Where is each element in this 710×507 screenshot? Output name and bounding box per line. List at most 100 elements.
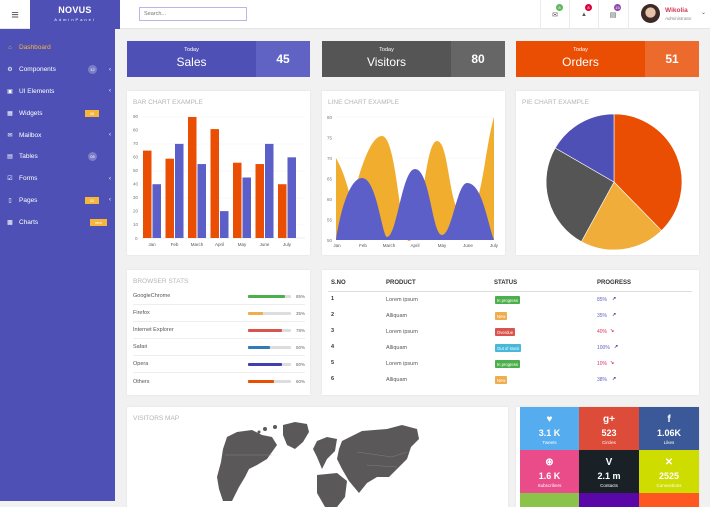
browser-pct: 50% [295, 344, 305, 350]
browser-stat-row: Others 60% [133, 373, 305, 390]
sidebar-item-label: Forms [19, 175, 38, 183]
user-name: Wikolia [665, 7, 688, 14]
stat-period: Today [184, 47, 199, 53]
count-badge: 08 [85, 109, 99, 117]
social-tile[interactable] [520, 493, 579, 507]
user-profile-menu[interactable]: Wikolia Administrator ⌄ [628, 0, 710, 29]
social-label: Connections [656, 483, 682, 488]
trend-up-icon: ↗ [612, 312, 617, 318]
svg-text:Feb: Feb [171, 242, 179, 247]
progress-bar [248, 345, 291, 349]
svg-text:Feb: Feb [359, 243, 367, 248]
svg-text:10: 10 [133, 222, 139, 227]
orders-stat-card: Today Orders 51 [516, 41, 699, 77]
world-map[interactable] [127, 407, 508, 507]
brand-logo[interactable]: NOVUS AdminPanel [30, 0, 120, 29]
browser-pct: 60% [295, 379, 305, 384]
row-progress: 40% [597, 329, 608, 335]
notifications-button[interactable]: ▲ 8 [569, 0, 598, 29]
svg-text:75: 75 [327, 136, 333, 141]
grid-icon: ▦ [7, 110, 13, 117]
sidebar-item-widgets[interactable]: ▦ Widgets 08 [0, 102, 115, 124]
notification-icons: ✉ 8 ▲ 8 ▤ 15 [540, 0, 627, 29]
sidebar-item-ui-elements[interactable]: ▣ UI Elements ‹ [0, 81, 115, 103]
social-value: 3.1 K [538, 428, 561, 438]
sidebar-item-forms[interactable]: ☑ Forms ‹ [0, 168, 115, 190]
browser-stat-row: GoogleChrome 85% [133, 288, 305, 305]
sidebar-item-tables[interactable]: ▤ Tables 05 [0, 146, 115, 168]
sidebar-item-pages[interactable]: ▯ Pages 02 ‹ [0, 190, 115, 212]
svg-text:April: April [410, 243, 419, 248]
svg-text:Jan: Jan [333, 243, 341, 248]
trend-up-icon: ↗ [614, 344, 619, 350]
status-badge: New [495, 312, 508, 320]
bar [255, 164, 264, 238]
row-sno: 2 [331, 312, 335, 318]
social-label: Tweets [542, 440, 557, 445]
chevron-left-icon: ‹ [109, 175, 111, 182]
bar [175, 143, 184, 238]
svg-text:June: June [260, 242, 270, 247]
svg-text:Jan: Jan [148, 242, 156, 247]
sidebar-item-label: Pages [19, 196, 38, 204]
chevron-down-icon[interactable]: ⌄ [701, 10, 707, 16]
stat-value: 51 [645, 41, 699, 77]
twitter-tile[interactable]: ♥ 3.1 K Tweets [520, 407, 579, 450]
row-sno: 6 [331, 376, 335, 382]
tasks-button[interactable]: ▤ 15 [598, 0, 627, 29]
card-title: BAR CHART EXAMPLE [133, 99, 203, 106]
sidebar-item-mailbox[interactable]: ✉ Mailbox ‹ [0, 124, 115, 146]
xing-tile[interactable]: ✕ 2525 Connections [639, 450, 699, 493]
browser-stat-row: Firefox 35% [133, 305, 305, 322]
row-product: Lorem ipsum [386, 297, 418, 303]
sidebar-item-dashboard[interactable]: ⌂ Dashboard [0, 37, 115, 59]
row-sno: 1 [331, 296, 335, 302]
status-badge: Overdue [495, 328, 516, 336]
facebook-tile[interactable]: f 1.06K Likes [639, 407, 699, 450]
vimeo-icon: V [605, 457, 613, 468]
column-header-progress: PROGRESS [597, 280, 632, 286]
avatar [641, 4, 660, 23]
column-header-sno: S.NO [331, 280, 346, 286]
search-input[interactable] [139, 7, 247, 21]
sidebar-item-label: Dashboard [19, 44, 51, 52]
notification-count-badge: 8 [585, 4, 592, 11]
chevron-left-icon: ‹ [109, 66, 111, 73]
browser-pct: 78% [295, 327, 305, 333]
line-chart: 80 75 70 65 60 55 50 Jan Feb March April May June Ju… [327, 115, 499, 248]
svg-text:March: March [191, 242, 204, 247]
bar [233, 162, 242, 238]
row-product: Alliquam [386, 313, 408, 319]
social-label: Contacts [600, 483, 618, 488]
social-value: 523 [601, 428, 617, 438]
browser-stat-row: Internet Explorer 78% [133, 322, 305, 339]
svg-text:50: 50 [133, 168, 139, 173]
social-stats-card: ♥ 3.1 K Tweets g+ 523 Circles f 1.06K Li… [516, 407, 699, 507]
trend-up-icon: ↗ [612, 296, 617, 302]
social-tile[interactable] [579, 493, 639, 507]
bar-chart: 90 80 70 60 50 40 30 20 10 0 Jan Feb March April May… [133, 114, 305, 247]
card-title: LINE CHART EXAMPLE [328, 99, 399, 106]
status-badge: In progress [495, 360, 520, 368]
mail-button[interactable]: ✉ 8 [540, 0, 569, 29]
bar [188, 117, 197, 238]
brand-title: NOVUS [58, 5, 92, 15]
progress-bar [248, 380, 291, 383]
chart-icon: ▩ [7, 219, 13, 226]
social-label: Circles [602, 440, 616, 445]
social-tile[interactable] [639, 493, 699, 507]
chevron-left-icon: ‹ [109, 132, 111, 139]
google-plus-tile[interactable]: g+ 523 Circles [579, 407, 639, 450]
column-header-product: PRODUCT [386, 280, 416, 286]
stat-label: Orders [562, 55, 599, 69]
stat-value: 80 [451, 41, 505, 77]
vimeo-tile[interactable]: V 2.1 m Contacts [579, 450, 639, 493]
row-product: Lorem ipsum [386, 361, 418, 367]
menu-toggle-icon[interactable]: ≡ [11, 7, 19, 22]
row-sno: 3 [331, 328, 335, 334]
sidebar-item-components[interactable]: ⚙ Components 12 ‹ [0, 59, 115, 81]
sidebar-item-charts[interactable]: ▩ Charts new [0, 211, 115, 233]
svg-text:55: 55 [327, 218, 333, 223]
laptop-icon: ▣ [7, 88, 13, 95]
dribbble-tile[interactable]: ⊛ 1.6 K Subscribers [520, 450, 579, 493]
